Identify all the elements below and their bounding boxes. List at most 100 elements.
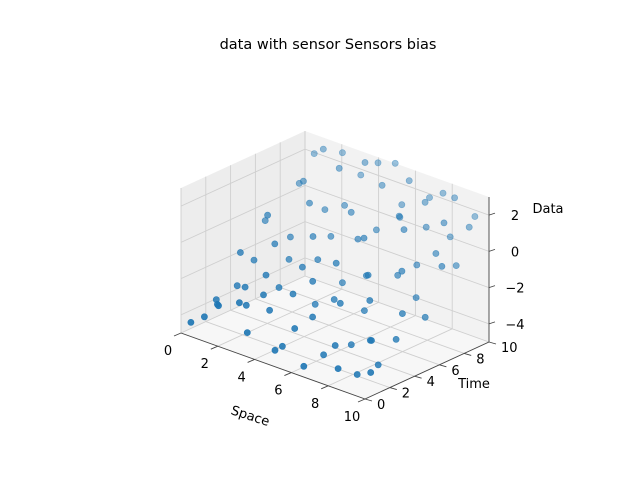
data-point (309, 313, 316, 321)
data-point (372, 226, 380, 234)
y-tick-mark (389, 387, 397, 391)
x-tick-mark (284, 372, 292, 377)
data-point (300, 362, 308, 370)
data-point (289, 290, 297, 298)
data-point (341, 201, 348, 209)
y-tick-mark (364, 398, 373, 402)
data-point (471, 213, 479, 220)
data-point (310, 150, 318, 157)
data-point (330, 296, 338, 303)
y-tick-label: 4 (427, 375, 435, 390)
chart-title: data with sensor Sensors bias (220, 37, 437, 53)
data-point (413, 261, 421, 269)
data-point (266, 306, 273, 314)
data-point (452, 262, 460, 269)
data-point (309, 277, 317, 285)
data-point (275, 284, 283, 291)
z-tick-mark (488, 212, 496, 216)
x-tick-label: 4 (237, 370, 245, 385)
data-point (353, 371, 361, 378)
data-point (357, 171, 365, 179)
y-tick-label: 10 (501, 341, 518, 356)
data-point (278, 342, 286, 350)
data-point (422, 223, 430, 231)
data-point (331, 342, 339, 349)
z-tick-mark (488, 285, 496, 289)
data-point (451, 194, 458, 202)
data-point (235, 299, 243, 307)
grid-line-y-floor (230, 309, 415, 377)
x-tick-label: 8 (311, 397, 319, 412)
data-point (338, 279, 346, 287)
data-point (298, 263, 306, 271)
y-tick-mark (414, 375, 422, 379)
y-tick-label: 8 (476, 352, 484, 367)
data-point (446, 233, 454, 241)
y-axis-line (364, 341, 490, 400)
x-axis-line (180, 332, 366, 400)
z-tick-label: 0 (511, 245, 519, 260)
data-point (360, 307, 368, 314)
data-point (405, 177, 413, 185)
data-point (374, 361, 382, 369)
x-tick-mark (357, 398, 366, 403)
grid-line-x-floor (217, 288, 342, 347)
grid-line-z-back (304, 148, 490, 216)
data-point (320, 351, 327, 359)
data-point (336, 299, 344, 307)
x-tick-mark (210, 345, 218, 350)
x-tick-mark (247, 358, 255, 363)
y-tick-label: 6 (451, 364, 459, 379)
x-tick-label: 10 (344, 410, 361, 425)
data-point (400, 226, 408, 233)
data-point (439, 189, 447, 197)
data-point (271, 346, 279, 354)
data-point (285, 255, 293, 263)
data-point (374, 159, 382, 167)
data-point (264, 211, 271, 219)
grid-line-z-left (180, 184, 306, 243)
y-tick-label: 0 (377, 398, 385, 413)
data-point (421, 198, 429, 206)
grid-line-y-floor (255, 298, 440, 366)
data-point (311, 300, 319, 308)
x-tick-label: 2 (201, 357, 209, 372)
data-point (426, 194, 433, 201)
y-tick-mark (464, 352, 472, 356)
data-point (327, 232, 335, 240)
x-tick-label: 0 (164, 344, 172, 359)
y-tick-mark (488, 341, 497, 345)
x-tick-label: 6 (274, 384, 282, 399)
data-point (200, 313, 208, 321)
data-point (271, 240, 279, 248)
z-axis-label: Data (532, 202, 563, 217)
data-point (260, 291, 267, 299)
data-point (398, 201, 406, 209)
data-point (378, 181, 386, 189)
data-point (392, 335, 400, 343)
z-tick-label: 2 (511, 209, 519, 224)
data-point (360, 234, 368, 242)
data-point (412, 294, 420, 301)
data-point (262, 271, 270, 279)
data-point (367, 369, 375, 376)
data-point (233, 282, 241, 290)
data-point (321, 206, 329, 213)
data-point (242, 301, 250, 309)
y-axis-label: Time (457, 377, 490, 392)
data-point (286, 233, 294, 241)
axis-panes (181, 131, 489, 399)
back-pane (305, 131, 489, 342)
data-point (291, 325, 299, 332)
data-point (347, 341, 355, 349)
data-point (440, 219, 448, 227)
data-point (432, 250, 440, 257)
z-tick-label: −2 (505, 282, 524, 297)
data-point (398, 310, 406, 317)
data-point (361, 159, 369, 166)
axis-lines (180, 197, 490, 400)
data-point (398, 267, 406, 275)
data-point (187, 318, 195, 326)
z-tick-label: −4 (505, 318, 524, 333)
